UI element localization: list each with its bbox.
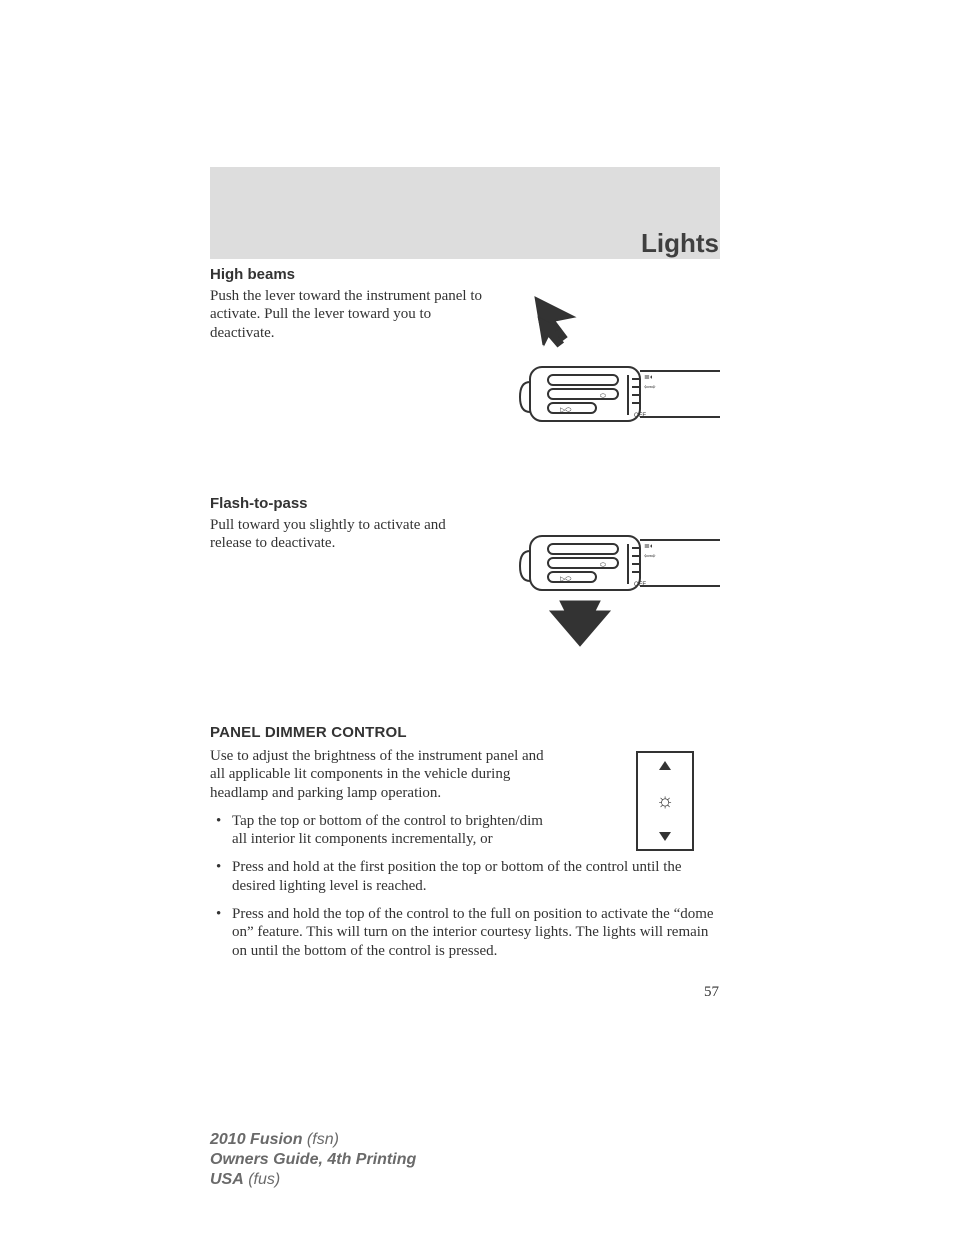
svg-text:▷⬭: ▷⬭	[560, 576, 571, 583]
svg-text:⇦⇨: ⇦⇨	[644, 553, 656, 560]
section-panel-dimmer: PANEL DIMMER CONTROL Use to adjust the b…	[210, 724, 720, 960]
svg-text:≣◐: ≣◐	[644, 541, 654, 550]
figure-dimmer-control: ☼	[570, 747, 720, 851]
footer-line-1: 2010 Fusion (fsn)	[210, 1130, 416, 1150]
bullet-item: Press and hold the top of the control to…	[210, 905, 720, 960]
section-flash-to-pass: Flash-to-pass Pull toward you slightly t…	[210, 495, 720, 666]
footer: 2010 Fusion (fsn) Owners Guide, 4th Prin…	[210, 1130, 416, 1190]
label-off: OFF	[634, 413, 646, 419]
intro-panel-dimmer: Use to adjust the brightness of the inst…	[210, 747, 556, 802]
svg-text:⬭: ⬭	[600, 393, 606, 400]
body-high-beams: Push the lever toward the instrument pan…	[210, 287, 486, 342]
stalk-pull-illustration: OFF ≣◐ ⇦⇨ ⬭ ▷⬭	[500, 516, 720, 666]
bulb-icon: ☼	[656, 791, 674, 811]
figure-high-beams: OFF ≣◐ ⇦⇨ ⬭ ▷⬭	[500, 287, 720, 437]
body-flash-to-pass: Pull toward you slightly to activate and…	[210, 516, 486, 553]
heading-panel-dimmer: PANEL DIMMER CONTROL	[210, 724, 720, 741]
svg-text:≣◐: ≣◐	[644, 372, 654, 381]
svg-text:⇦⇨: ⇦⇨	[644, 384, 656, 391]
svg-text:⬭: ⬭	[600, 562, 606, 569]
arrow-up-icon	[659, 761, 671, 770]
heading-flash-to-pass: Flash-to-pass	[210, 495, 720, 512]
page-number: 57	[704, 984, 719, 1001]
bullet-list-full: Press and hold at the first position the…	[210, 858, 720, 959]
arrow-down-icon	[659, 832, 671, 841]
chapter-title: Lights	[641, 228, 719, 259]
svg-text:▷⬭: ▷⬭	[560, 407, 571, 414]
label-off-2: OFF	[634, 582, 646, 588]
bullet-item: Press and hold at the first position the…	[210, 858, 720, 895]
figure-flash-to-pass: OFF ≣◐ ⇦⇨ ⬭ ▷⬭	[500, 516, 720, 666]
page: Lights High beams Push the lever toward …	[0, 0, 954, 1235]
stalk-push-illustration: OFF ≣◐ ⇦⇨ ⬭ ▷⬭	[500, 287, 720, 437]
heading-high-beams: High beams	[210, 266, 720, 283]
footer-line-2: Owners Guide, 4th Printing	[210, 1150, 416, 1170]
dimmer-rocker-illustration: ☼	[636, 751, 694, 851]
section-high-beams: High beams Push the lever toward the ins…	[210, 266, 720, 437]
footer-line-3: USA (fus)	[210, 1170, 416, 1190]
bullet-list-partial: Tap the top or bottom of the control to …	[210, 812, 556, 849]
bullet-item: Tap the top or bottom of the control to …	[210, 812, 556, 849]
content-area: High beams Push the lever toward the ins…	[210, 266, 720, 970]
